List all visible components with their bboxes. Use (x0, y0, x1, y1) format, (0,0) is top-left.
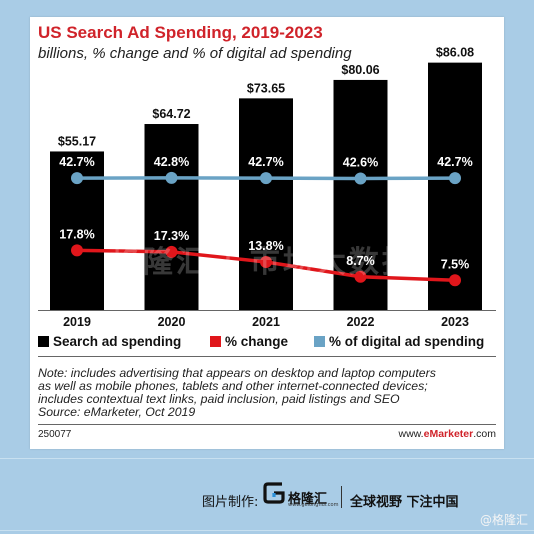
digital-share-data-label: 42.6% (343, 155, 378, 169)
change-point (260, 255, 272, 268)
chart-plot: $55.17 2019 $64.72 2020 $73.65 2021 $80.06 2022… (38, 46, 496, 329)
chart-note: Note: includes advertising that appears … (38, 367, 498, 419)
legend-swatch-digital-share (314, 336, 325, 347)
x-tick-label: 2020 (158, 315, 186, 329)
digital-share-point (354, 172, 367, 185)
digital-share-data-label: 42.7% (59, 155, 94, 169)
digital-share-data-label: 42.7% (437, 155, 472, 169)
change-data-label: 17.3% (154, 229, 189, 243)
change-data-label: 8.7% (346, 254, 375, 268)
change-data-label: 13.8% (248, 239, 283, 253)
note-divider-top (38, 356, 496, 357)
bar-value-label: $86.08 (436, 46, 474, 60)
chart-id: 250077 (38, 429, 72, 440)
credit-label: 图片制作: (202, 495, 259, 510)
digital-share-point (165, 171, 178, 184)
chart-card: US Search Ad Spending, 2019-2023 billion… (30, 17, 504, 449)
bar-value-label: $55.17 (58, 134, 96, 148)
legend-swatch-bar (38, 336, 49, 347)
source-line: Source: eMarketer, Oct 2019 (38, 405, 196, 419)
bar (239, 98, 293, 311)
legend-swatch-change (210, 336, 221, 347)
bar-value-label: $80.06 (341, 63, 379, 77)
x-tick-label: 2019 (63, 315, 91, 329)
band-line-bottom (0, 530, 534, 531)
change-point (354, 270, 367, 283)
digital-share-data-label: 42.8% (154, 155, 189, 169)
digital-share-point (260, 172, 272, 185)
digital-share-point (449, 172, 461, 185)
image-credit-bar: 图片制作: 格隆汇 www.gelonghui.com 全球视野 下注中国 (0, 474, 534, 524)
change-point (165, 245, 178, 258)
source-site: www.eMarketer.com (398, 428, 496, 440)
note-line: as well as mobile phones, tablets and ot… (38, 379, 428, 393)
change-point (71, 244, 83, 257)
band-line-top (0, 458, 534, 459)
chart-title: US Search Ad Spending, 2019-2023 (38, 23, 323, 42)
digital-share-data-label: 42.7% (248, 155, 283, 169)
corner-watermark: @格隆汇 (479, 513, 528, 527)
legend-item-digital-share: % of digital ad spending (314, 334, 484, 349)
x-tick-label: 2022 (347, 315, 375, 329)
note-line: includes contextual text links, paid inc… (38, 392, 400, 406)
chart-subtitle: billions, % change and % of digital ad s… (38, 45, 352, 62)
digital-share-point (71, 172, 83, 185)
bar (428, 62, 482, 310)
note-divider-bottom (38, 424, 496, 425)
bar-value-label: $64.72 (152, 107, 190, 121)
credit-separator (341, 486, 342, 508)
bar (144, 124, 199, 310)
credit-brand-url: www.gelonghui.com (288, 502, 339, 508)
x-tick-label: 2023 (441, 315, 469, 329)
legend-item-search-ad-spending: Search ad spending (38, 334, 181, 349)
gelonghui-logo-icon (263, 482, 285, 504)
change-point (449, 274, 461, 287)
chart-legend: Search ad spending % change % of digital… (38, 334, 500, 352)
change-data-label: 17.8% (59, 227, 94, 241)
legend-label: Search ad spending (53, 334, 182, 349)
note-line: Note: includes advertising that appears … (38, 366, 436, 380)
legend-item-change: % change (210, 334, 288, 349)
bar-value-label: $73.65 (247, 81, 285, 95)
legend-label: % change (225, 334, 289, 349)
credit-brand: 格隆汇 (288, 492, 328, 507)
credit-slogan: 全球视野 下注中国 (350, 495, 459, 510)
x-tick-label: 2021 (252, 315, 280, 329)
legend-label: % of digital ad spending (329, 334, 485, 349)
change-data-label: 7.5% (441, 257, 470, 271)
